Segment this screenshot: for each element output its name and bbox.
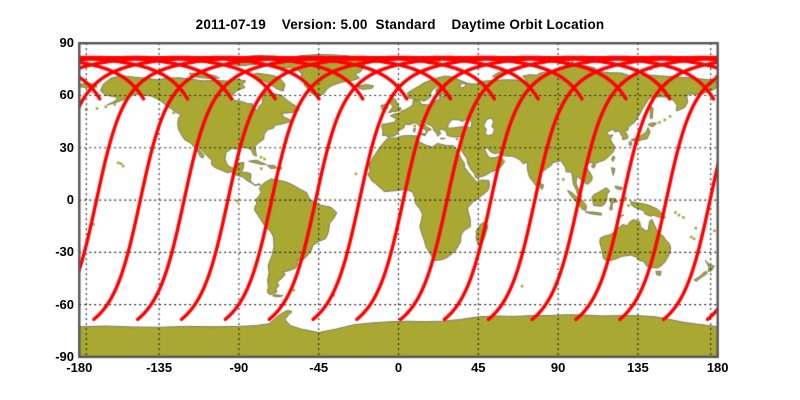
x-tick-label: -45 — [309, 360, 329, 375]
x-tick-label: 45 — [471, 360, 486, 375]
y-tick-label: 90 — [59, 35, 74, 51]
y-tick-label: -30 — [55, 244, 74, 260]
x-tick-label: 135 — [627, 360, 649, 375]
x-tick-label: -135 — [146, 360, 173, 375]
y-tick-label: -60 — [55, 296, 74, 312]
x-tick-label: -90 — [229, 360, 249, 375]
x-tick-label: 0 — [394, 360, 403, 375]
y-tick-label: 0 — [66, 192, 74, 208]
x-tick-label: 90 — [550, 360, 566, 375]
plot-title: 2011-07-19 Version: 5.00 Standard Daytim… — [195, 17, 605, 32]
y-tick-label: -90 — [55, 348, 74, 364]
y-tick-label: 30 — [59, 139, 74, 155]
x-tick-label: -180 — [66, 360, 93, 375]
x-tick-label: 180 — [706, 360, 729, 375]
y-tick-label: 60 — [59, 87, 74, 103]
